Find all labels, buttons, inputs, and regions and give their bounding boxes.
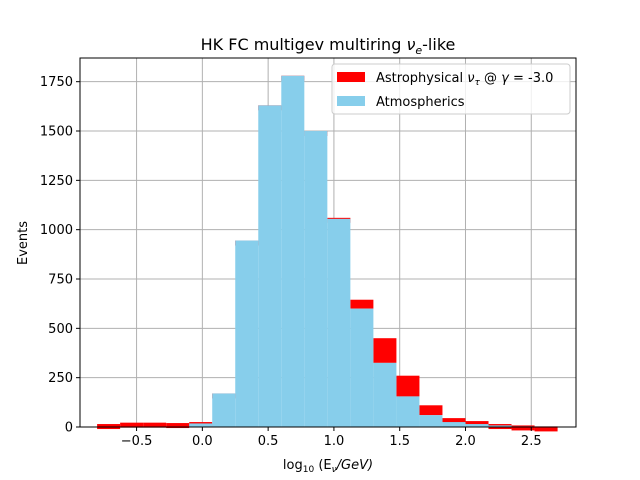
- astrophysical-bar: [465, 421, 489, 427]
- atmospherics-bar: [350, 308, 374, 427]
- axis-ticks: −0.5 0.0 0.5 1.0 1.5 2.0 2.5 0 250 500 750 1000 1250…: [40, 75, 542, 449]
- atmospherics-bar: [212, 393, 236, 427]
- y-axis-label: Events: [16, 221, 31, 265]
- y-tick-label: 250: [48, 371, 73, 386]
- astrophysical-bar: [511, 425, 535, 431]
- legend-swatch-atmospherics: [337, 96, 365, 106]
- astrophysical-bar: [143, 422, 167, 428]
- y-tick-label: 0: [65, 421, 73, 436]
- x-axis-label: log10 (Eν/GeV): [283, 458, 373, 475]
- chart-title: HK FC multigev multiring νe-like: [201, 35, 456, 57]
- legend-swatch-astrophysical: [337, 72, 365, 82]
- y-tick-label: 1750: [40, 75, 73, 90]
- x-tick-label: 1.5: [389, 434, 410, 449]
- y-tick-label: 1000: [40, 223, 73, 238]
- atmospherics-bar: [442, 422, 466, 427]
- atmospherics-bar: [304, 131, 328, 428]
- astrophysical-bar: [350, 299, 374, 309]
- x-tick-label: −0.5: [121, 434, 153, 449]
- legend-label-atmospherics: Atmospherics: [376, 95, 465, 110]
- x-tick-label: 0.0: [192, 434, 213, 449]
- atmospherics-bar: [488, 425, 512, 427]
- x-tick-label: 0.5: [258, 434, 279, 449]
- astrophysical-bar: [373, 338, 397, 363]
- atmospherics-bar: [327, 218, 351, 427]
- astrophysical-bar: [419, 405, 443, 416]
- atmospherics-bar: [281, 75, 305, 427]
- atmospherics-bar: [189, 423, 213, 427]
- x-tick-label: 2.5: [521, 434, 542, 449]
- y-tick-label: 500: [48, 322, 73, 337]
- astrophysical-bar: [166, 423, 190, 429]
- atmospherics-bar: [396, 396, 420, 427]
- legend-box: [331, 63, 571, 115]
- plot-frame: [79, 57, 577, 428]
- x-tick-label: 2.0: [455, 434, 476, 449]
- astrophysical-bar: [534, 426, 558, 432]
- atmospherics-bar: [373, 362, 397, 427]
- atmospherics-bar: [419, 415, 443, 427]
- astrophysical-bar: [120, 422, 144, 428]
- astrophysical-bar: [442, 418, 466, 424]
- x-tick-label: 1.0: [324, 434, 345, 449]
- astrophysical-bar: [396, 375, 420, 397]
- atmospherics-bar: [465, 424, 489, 427]
- y-tick-label: 1500: [40, 125, 73, 140]
- atmospherics-bar: [258, 105, 282, 428]
- y-tick-label: 750: [48, 273, 73, 288]
- y-tick-label: 1250: [40, 174, 73, 189]
- histogram-bars: [97, 75, 558, 432]
- atmospherics-bar: [235, 240, 259, 427]
- legend: Astrophysical ντ @ γ = -3.0 Atmospherics: [331, 63, 571, 115]
- legend-label-astrophysical: Astrophysical ντ @ γ = -3.0: [376, 71, 553, 88]
